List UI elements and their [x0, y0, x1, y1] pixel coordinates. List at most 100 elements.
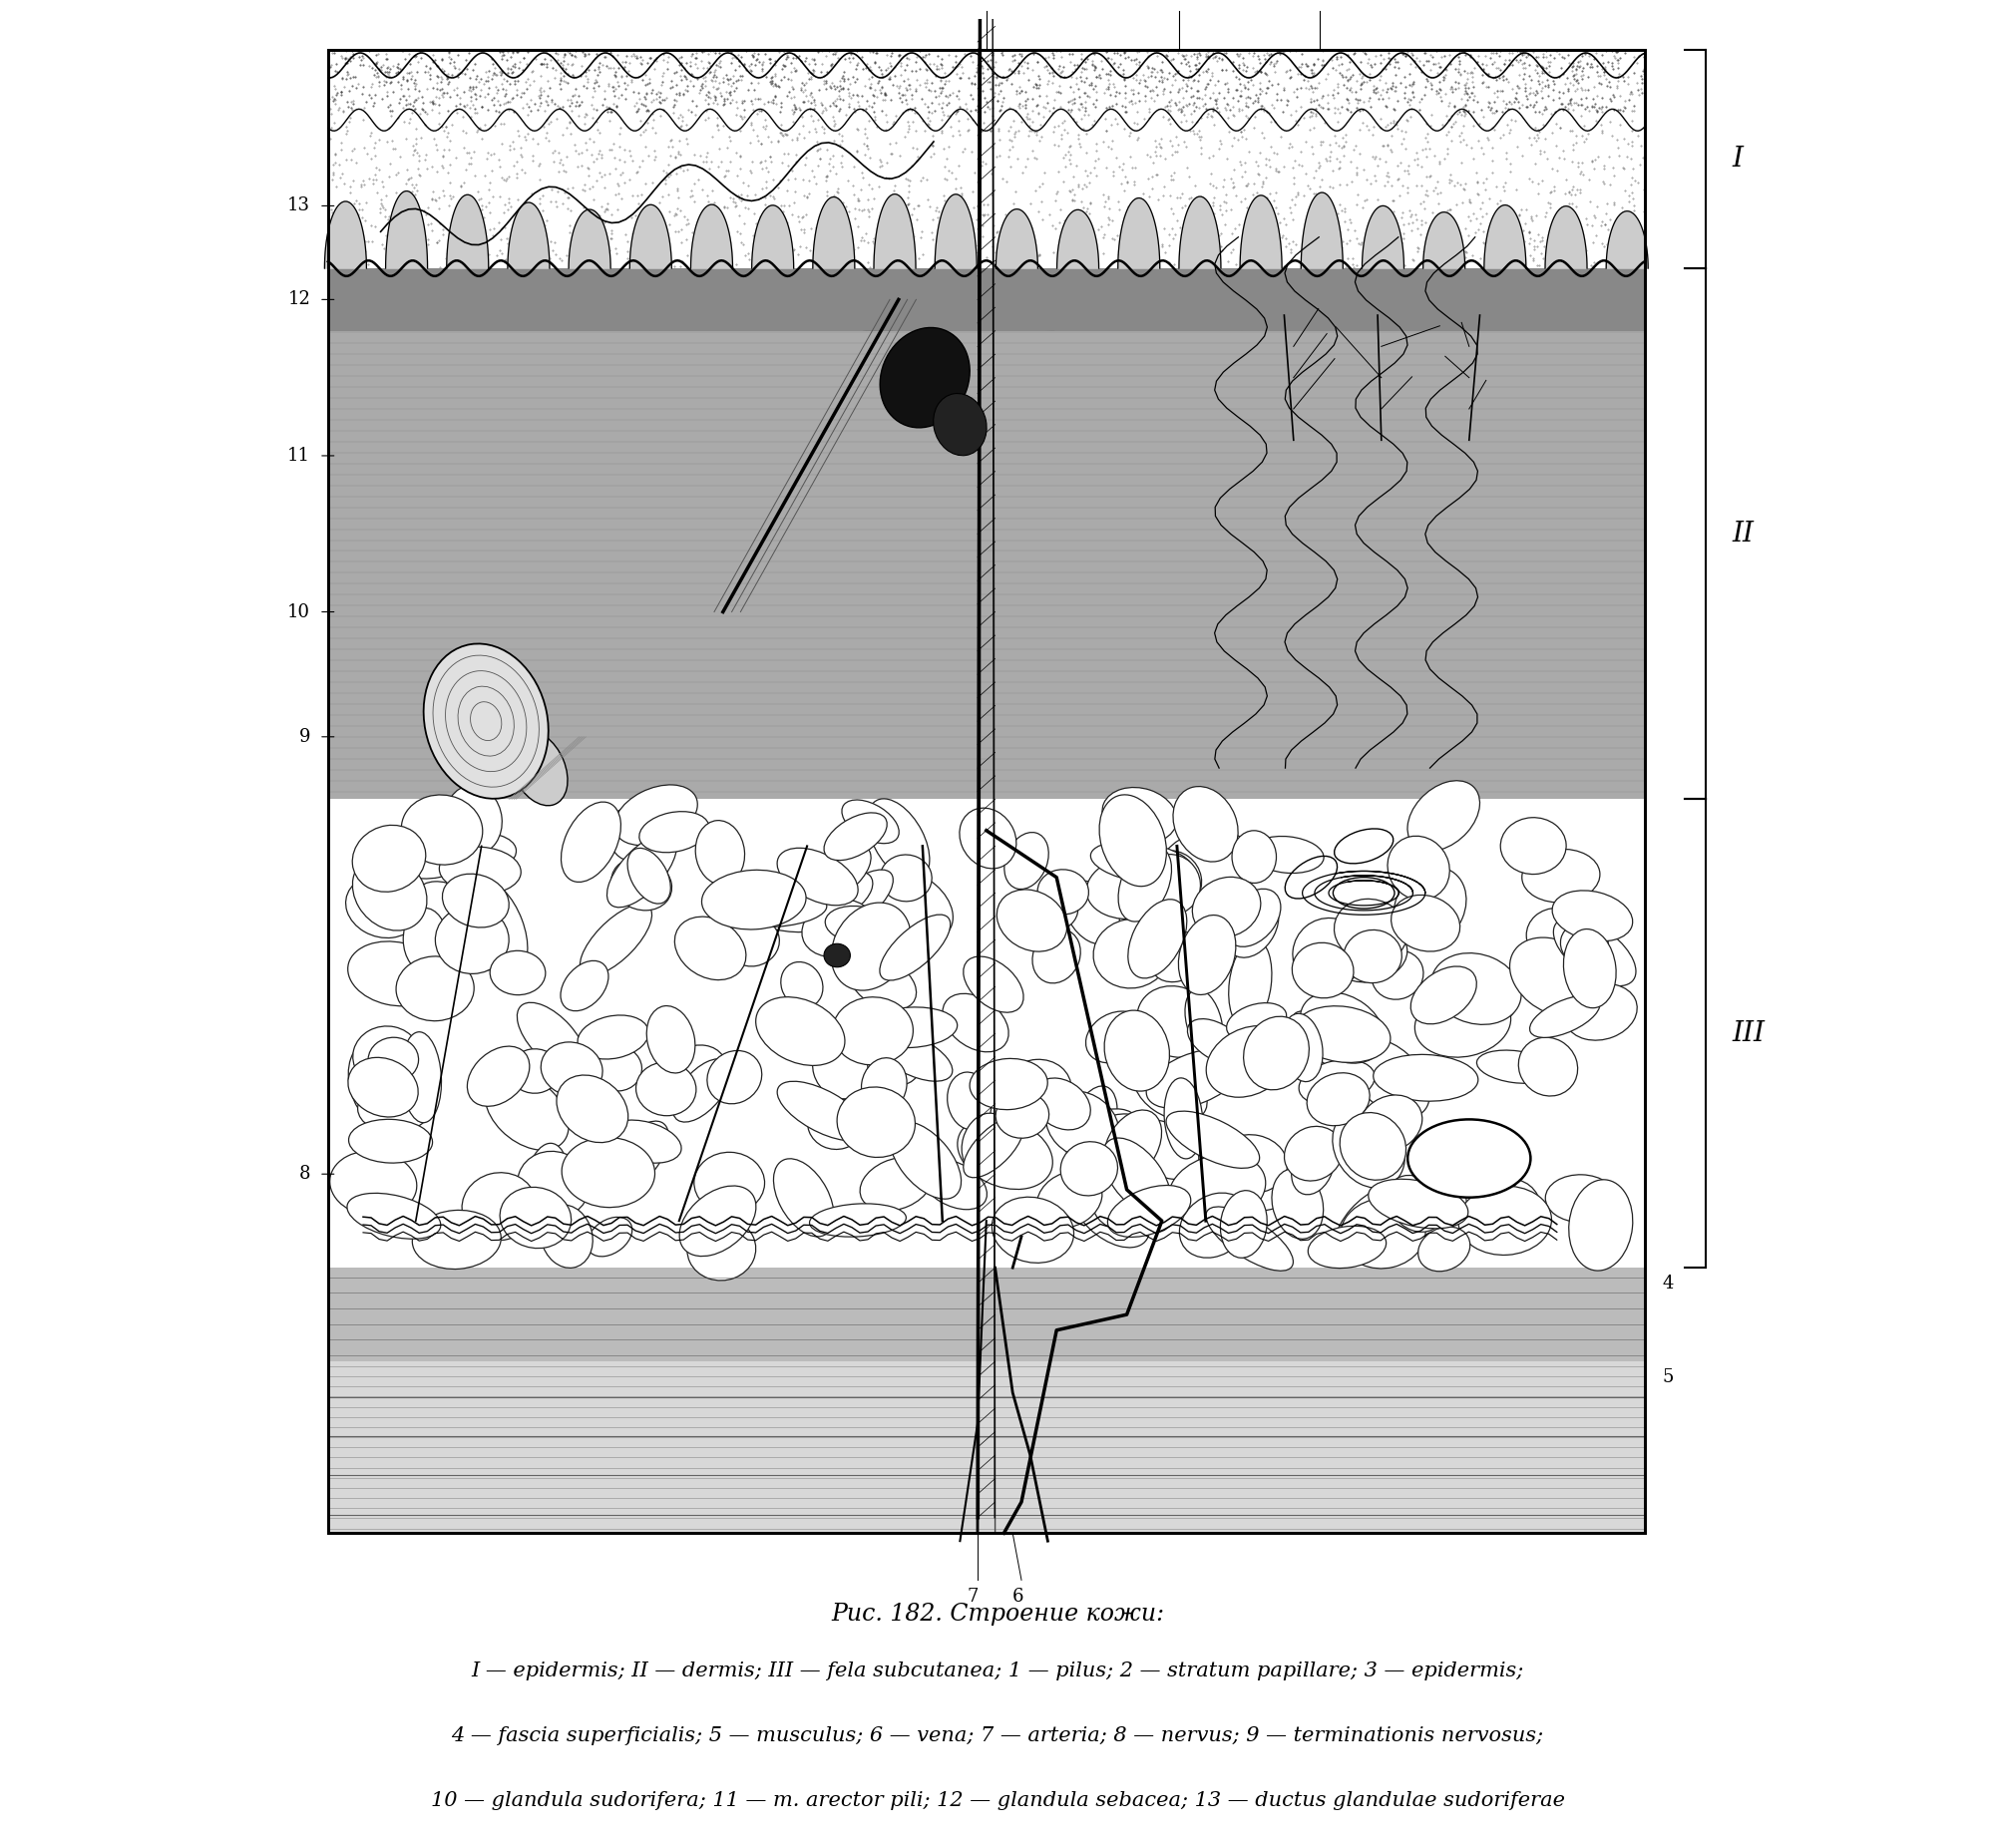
- Ellipse shape: [517, 1151, 589, 1218]
- Ellipse shape: [1546, 1175, 1616, 1223]
- Ellipse shape: [1193, 878, 1261, 937]
- Ellipse shape: [756, 996, 844, 1066]
- Text: II: II: [1732, 521, 1754, 547]
- Polygon shape: [385, 190, 427, 268]
- Ellipse shape: [1430, 954, 1522, 1024]
- Ellipse shape: [1522, 848, 1600, 902]
- Ellipse shape: [1393, 867, 1466, 948]
- Ellipse shape: [868, 798, 930, 881]
- Ellipse shape: [1301, 992, 1385, 1063]
- Ellipse shape: [774, 1159, 834, 1236]
- Bar: [327, 268, 1644, 394]
- Polygon shape: [447, 194, 489, 268]
- Ellipse shape: [1387, 1175, 1442, 1233]
- Ellipse shape: [423, 643, 549, 798]
- Polygon shape: [996, 209, 1037, 268]
- Ellipse shape: [329, 1151, 417, 1216]
- Ellipse shape: [732, 891, 828, 931]
- Ellipse shape: [866, 1007, 958, 1048]
- Ellipse shape: [948, 1072, 992, 1129]
- Ellipse shape: [880, 327, 970, 427]
- Ellipse shape: [778, 848, 858, 906]
- Ellipse shape: [1037, 869, 1089, 915]
- Ellipse shape: [345, 876, 419, 939]
- Ellipse shape: [880, 854, 932, 902]
- Ellipse shape: [1045, 1090, 1119, 1159]
- Text: III: III: [1732, 1020, 1766, 1048]
- Ellipse shape: [1333, 1109, 1404, 1188]
- Ellipse shape: [561, 961, 608, 1011]
- Ellipse shape: [960, 808, 1015, 869]
- Ellipse shape: [702, 870, 806, 930]
- Ellipse shape: [541, 1205, 593, 1268]
- Ellipse shape: [1391, 894, 1460, 952]
- Ellipse shape: [1243, 1016, 1309, 1090]
- Ellipse shape: [1165, 1077, 1203, 1159]
- Polygon shape: [1057, 211, 1099, 268]
- Ellipse shape: [447, 926, 523, 970]
- Ellipse shape: [1147, 1050, 1243, 1109]
- Ellipse shape: [1229, 939, 1271, 1027]
- Polygon shape: [1422, 213, 1464, 268]
- Ellipse shape: [862, 1057, 908, 1112]
- Ellipse shape: [606, 1120, 682, 1162]
- Ellipse shape: [638, 811, 708, 852]
- Ellipse shape: [1271, 1168, 1323, 1238]
- Ellipse shape: [1564, 930, 1616, 1007]
- Ellipse shape: [349, 1120, 433, 1162]
- Ellipse shape: [674, 917, 746, 979]
- Ellipse shape: [838, 1087, 916, 1157]
- Ellipse shape: [686, 1218, 756, 1281]
- Ellipse shape: [808, 1098, 864, 1149]
- Ellipse shape: [998, 889, 1067, 952]
- Ellipse shape: [1291, 1140, 1335, 1194]
- Polygon shape: [936, 194, 978, 268]
- Ellipse shape: [820, 870, 894, 935]
- Ellipse shape: [860, 1031, 922, 1087]
- Ellipse shape: [1476, 1179, 1540, 1242]
- Ellipse shape: [992, 1198, 1073, 1262]
- Ellipse shape: [1207, 1026, 1291, 1098]
- Ellipse shape: [1454, 961, 1506, 1020]
- Ellipse shape: [1530, 996, 1600, 1037]
- Ellipse shape: [1179, 915, 1235, 994]
- Polygon shape: [1241, 196, 1283, 268]
- Ellipse shape: [369, 1037, 419, 1083]
- Ellipse shape: [1225, 889, 1281, 946]
- Ellipse shape: [1408, 780, 1480, 850]
- Text: 7: 7: [968, 1587, 978, 1606]
- Ellipse shape: [1554, 917, 1636, 987]
- Bar: [327, 1268, 1644, 1362]
- Ellipse shape: [1103, 1138, 1171, 1216]
- Ellipse shape: [1418, 1227, 1470, 1271]
- Ellipse shape: [696, 821, 744, 885]
- Ellipse shape: [581, 904, 652, 976]
- Text: 3: 3: [1315, 0, 1325, 4]
- Ellipse shape: [1233, 1022, 1293, 1076]
- Ellipse shape: [1329, 926, 1406, 983]
- Ellipse shape: [970, 1059, 1047, 1109]
- Ellipse shape: [1141, 850, 1201, 911]
- Ellipse shape: [475, 881, 527, 968]
- Ellipse shape: [593, 1046, 642, 1090]
- Ellipse shape: [1307, 1074, 1371, 1125]
- Ellipse shape: [1159, 830, 1253, 896]
- Ellipse shape: [1518, 1037, 1578, 1096]
- Ellipse shape: [608, 1122, 668, 1192]
- Ellipse shape: [1075, 1109, 1139, 1153]
- Text: I — epidermis; II — dermis; III — fela subcutanea; 1 — pilus; 2 — stratum papill: I — epidermis; II — dermis; III — fela s…: [471, 1661, 1524, 1680]
- Polygon shape: [874, 194, 916, 268]
- Ellipse shape: [467, 1046, 529, 1107]
- Ellipse shape: [1087, 856, 1181, 918]
- Ellipse shape: [349, 1040, 413, 1129]
- Polygon shape: [1484, 205, 1526, 268]
- Ellipse shape: [1295, 1005, 1391, 1063]
- Ellipse shape: [1089, 1159, 1143, 1229]
- Ellipse shape: [610, 809, 684, 857]
- Ellipse shape: [1099, 795, 1167, 887]
- Polygon shape: [325, 201, 367, 268]
- Ellipse shape: [812, 1039, 868, 1100]
- Text: 13: 13: [287, 198, 311, 214]
- Ellipse shape: [1231, 1172, 1291, 1210]
- Ellipse shape: [1373, 950, 1422, 1000]
